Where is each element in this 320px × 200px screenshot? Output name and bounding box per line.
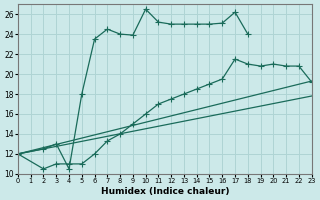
X-axis label: Humidex (Indice chaleur): Humidex (Indice chaleur) [100, 187, 229, 196]
